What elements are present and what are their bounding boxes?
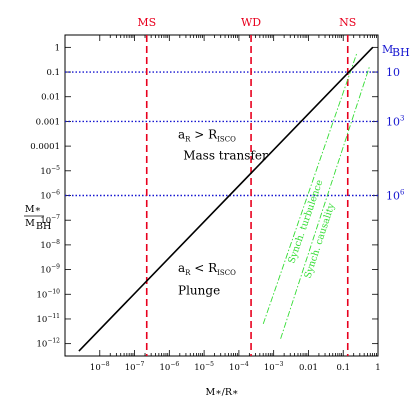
y-tick-label-2: 0.01 [41,93,60,103]
vertical-lines: MS WD NS [137,16,356,356]
right-axis-label-sub: BH [392,46,410,59]
annotation-mt: Mass transfer [183,149,268,163]
main-line-group [78,46,374,352]
main-diagonal-line [78,46,374,352]
y-tick-label-7: 10−7 [40,214,60,226]
green-line-0 [262,52,358,325]
horizontal-line-label-2: 106 [386,189,405,203]
y-tick-label-10: 10−10 [37,288,61,300]
y-tick-label-6: 10−6 [40,190,60,202]
y-tick-label-4: 0.0001 [30,142,60,152]
vertical-line-label-wd: WD [241,16,261,29]
x-tick-label-1: 10−7 [125,361,145,373]
annotations: aR > RISCO Mass transfer aR < RISCO Plunge [178,128,268,298]
x-tick-label-5: 10−3 [264,361,284,373]
ticks: 10−8 10−7 10−6 10−5 10−4 10−3 0.01 0.1 1 1 0.1 0.01… [30,35,381,373]
y-tick-label-8: 10−8 [40,239,60,251]
annotation-mt-cond: aR > RISCO [178,128,236,144]
x-tick-label-7: 0.1 [336,363,350,373]
horizontal-line-label-0: 10 [386,66,400,79]
vertical-line-label-ms: MS [137,16,156,29]
y-tick-label-1: 0.1 [46,68,60,78]
horizontal-lines: 10 103 106 [65,66,405,203]
y-tick-label-5: 10−5 [40,165,60,177]
vertical-line-label-ns: NS [339,16,356,29]
y-axis-title-denominator: M [25,218,35,229]
y-tick-label-3: 0.001 [36,117,60,127]
x-tick-label-0: 10−8 [90,361,110,373]
green-line-1 [280,66,370,339]
right-axis-label-base: M [382,43,393,56]
x-tick-label-6: 0.01 [299,363,318,373]
y-axis-title: M∗ M BH [24,204,51,232]
y-tick-label-0: 1 [55,43,60,53]
y-tick-label-11: 10−11 [37,313,61,325]
x-tick-label-3: 10−5 [194,361,214,373]
x-axis-title: M∗/R∗ [206,387,239,398]
x-tick-label-2: 10−6 [159,361,179,373]
y-axis-title-denominator-sub: BH [36,221,51,232]
x-tick-label-4: 10−4 [229,361,249,373]
right-axis-label: M BH [382,43,410,59]
x-tick-label-8: 1 [375,363,380,373]
y-tick-label-9: 10−9 [40,264,60,276]
horizontal-line-label-1: 103 [386,114,404,128]
y-tick-label-12: 10−12 [37,338,61,350]
y-axis-title-numerator: M∗ [25,204,41,215]
annotation-pl-cond: aR < RISCO [178,261,236,277]
annotation-pl: Plunge [178,283,220,297]
